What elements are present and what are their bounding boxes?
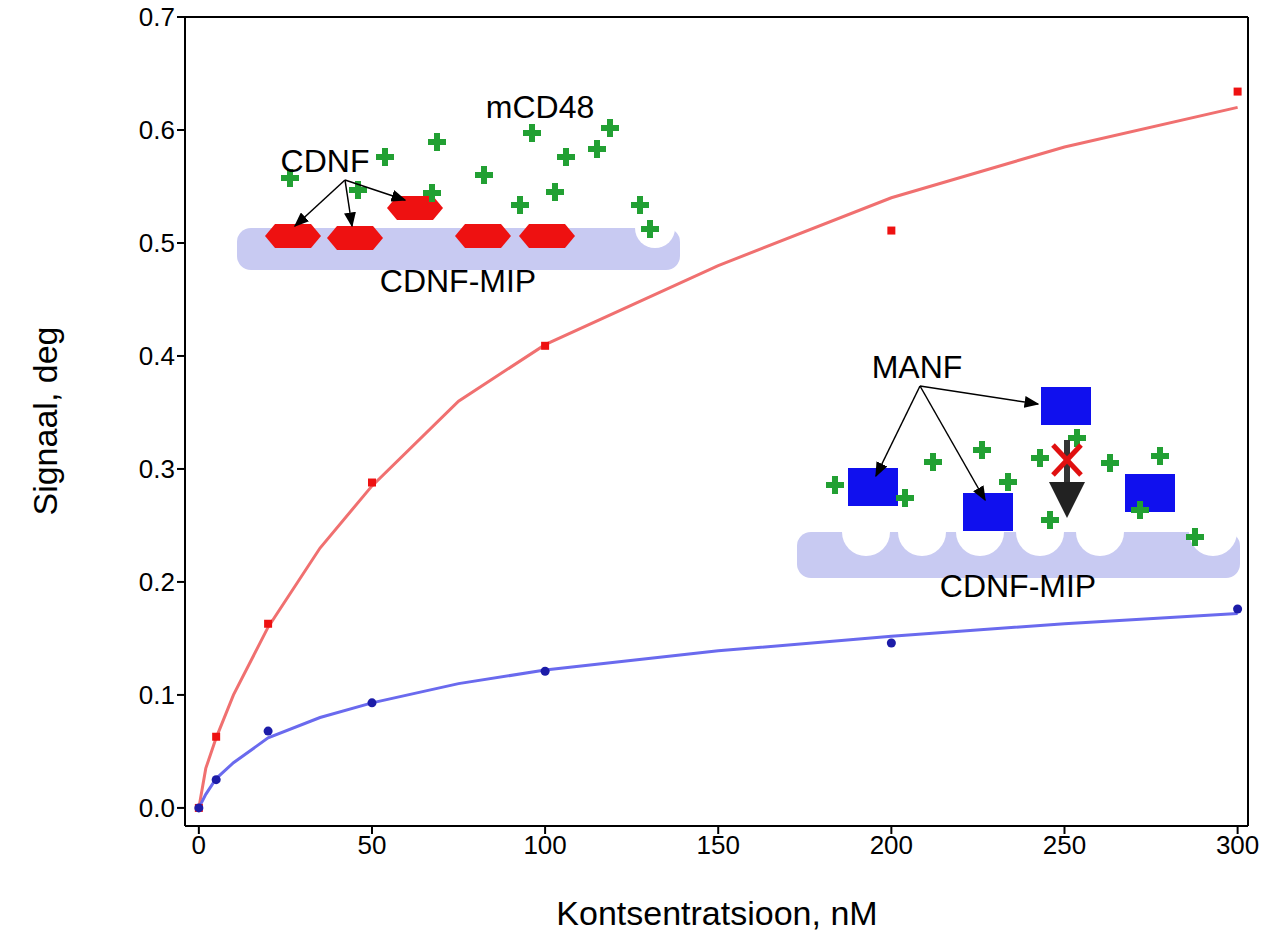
svg-text:0: 0 xyxy=(192,830,206,860)
svg-text:MANF: MANF xyxy=(872,349,963,385)
svg-text:300: 300 xyxy=(1216,830,1259,860)
svg-text:0.6: 0.6 xyxy=(139,115,175,145)
svg-text:0.0: 0.0 xyxy=(139,793,175,823)
svg-text:CDNF: CDNF xyxy=(281,143,370,179)
svg-text:0.4: 0.4 xyxy=(139,341,175,371)
svg-text:0.5: 0.5 xyxy=(139,228,175,258)
svg-text:0.2: 0.2 xyxy=(139,567,175,597)
svg-text:Signaal, deg: Signaal, deg xyxy=(26,326,64,515)
svg-text:100: 100 xyxy=(523,830,566,860)
svg-text:CDNF-MIP: CDNF-MIP xyxy=(940,568,1096,604)
svg-text:mCD48: mCD48 xyxy=(486,89,594,125)
svg-text:0.3: 0.3 xyxy=(139,454,175,484)
svg-text:150: 150 xyxy=(697,830,740,860)
svg-text:0.1: 0.1 xyxy=(139,680,175,710)
svg-text:0.7: 0.7 xyxy=(139,2,175,32)
svg-text:200: 200 xyxy=(870,830,913,860)
svg-text:250: 250 xyxy=(1043,830,1086,860)
svg-text:50: 50 xyxy=(358,830,387,860)
svg-text:Kontsentratsioon, nM: Kontsentratsioon, nM xyxy=(556,894,877,932)
svg-text:CDNF-MIP: CDNF-MIP xyxy=(380,263,536,299)
